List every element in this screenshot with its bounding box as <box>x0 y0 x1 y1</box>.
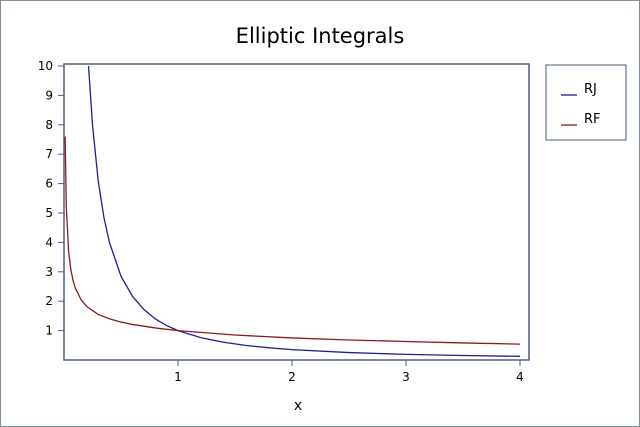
y-tick-label: 9 <box>45 88 53 102</box>
y-tick-label: 4 <box>45 235 53 249</box>
series-line-rf <box>64 136 521 345</box>
y-tick-label: 7 <box>45 147 53 161</box>
legend-label-rf: RF <box>584 112 601 127</box>
y-tick-label: 1 <box>45 324 53 338</box>
plot-area <box>63 63 530 361</box>
series-line-rj <box>87 65 521 357</box>
y-tick-label: 2 <box>45 294 53 308</box>
x-tick-label: 2 <box>288 370 296 384</box>
y-tick-label: 8 <box>45 118 53 132</box>
x-axis-label: x <box>294 398 302 414</box>
x-axis-ticks: 1 2 3 4 <box>174 360 524 384</box>
x-tick-label: 4 <box>516 370 524 384</box>
y-tick-label: 6 <box>45 177 53 191</box>
legend-box <box>545 64 627 141</box>
y-tick-label: 5 <box>45 206 53 220</box>
y-tick-label: 3 <box>45 265 53 279</box>
legend: RJ RF <box>545 64 627 141</box>
y-tick-label: 10 <box>38 59 53 73</box>
x-tick-label: 3 <box>402 370 410 384</box>
series-layer <box>64 65 521 357</box>
legend-label-rj: RJ <box>584 82 597 97</box>
y-axis-ticks: 1 2 3 4 5 6 7 8 9 10 <box>38 59 64 338</box>
x-tick-label: 1 <box>174 370 182 384</box>
legend-items: RJ RF <box>561 82 601 127</box>
chart-title: Elliptic Integrals <box>236 24 405 48</box>
